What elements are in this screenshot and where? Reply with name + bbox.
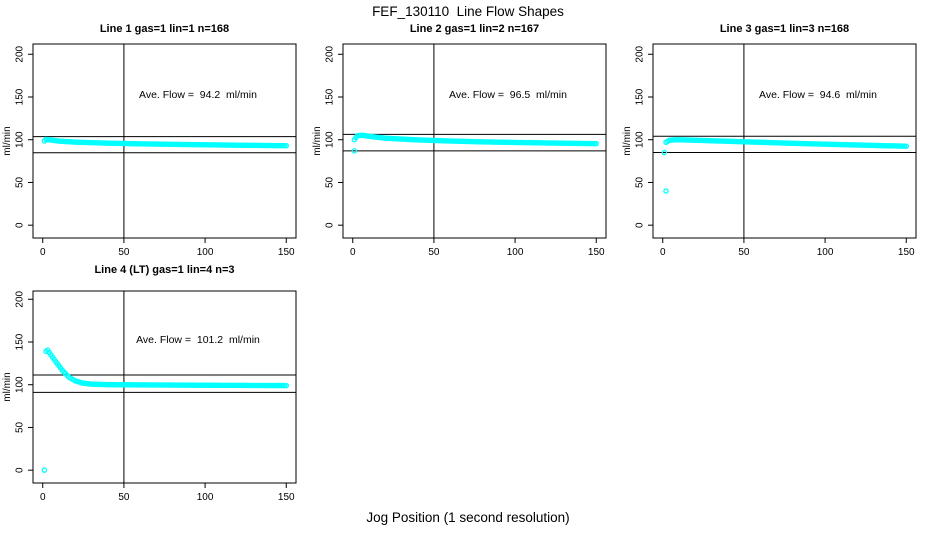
x-tick-label: 100 bbox=[197, 492, 214, 503]
y-tick-label: 100 bbox=[635, 131, 646, 148]
panel-2-y-axis-label: ml/min bbox=[312, 126, 323, 156]
data-point bbox=[41, 467, 48, 473]
y-tick-label: 200 bbox=[635, 45, 646, 62]
plot-box bbox=[32, 290, 297, 484]
panel-4-y-axis-label: ml/min bbox=[2, 372, 13, 402]
panel-3-ave-flow-annotation: Ave. Flow = 94.6 ml/min bbox=[759, 89, 877, 101]
x-tick-label: 50 bbox=[118, 247, 130, 258]
plot-box bbox=[342, 43, 607, 239]
data-point bbox=[663, 188, 669, 194]
y-tick-label: 0 bbox=[15, 222, 26, 228]
y-tick-label: 50 bbox=[15, 421, 26, 433]
x-axis-label: Jog Position (1 second resolution) bbox=[366, 510, 570, 525]
panel-1-y-axis-label: ml/min bbox=[2, 126, 13, 156]
y-tick-label: 200 bbox=[15, 45, 26, 62]
x-tick-label: 100 bbox=[507, 247, 524, 258]
x-tick-label: 100 bbox=[197, 247, 214, 258]
x-tick-label: 0 bbox=[40, 247, 46, 258]
y-tick-label: 0 bbox=[325, 222, 336, 228]
panel-4-ave-flow-annotation: Ave. Flow = 101.2 ml/min bbox=[136, 334, 260, 346]
x-tick-label: 150 bbox=[588, 247, 605, 258]
panel-1: 0 50 100 150 0 50 100 150 200 bbox=[15, 43, 297, 258]
panel-3: 0 50 100 150 0 50 100 150 200 bbox=[635, 43, 917, 258]
x-tick-label: 50 bbox=[118, 492, 130, 503]
y-tick-label: 50 bbox=[635, 176, 646, 188]
y-tick-label: 150 bbox=[325, 88, 336, 105]
panel-2: 0 50 100 150 0 50 100 150 200 bbox=[325, 43, 607, 258]
data-point bbox=[283, 382, 290, 389]
panel-3-title: Line 3 gas=1 lin=3 n=168 bbox=[719, 23, 850, 35]
y-tick-label: 150 bbox=[15, 333, 26, 350]
panel-2-ave-flow-annotation: Ave. Flow = 96.5 ml/min bbox=[449, 89, 567, 101]
y-tick-label: 100 bbox=[15, 376, 26, 393]
y-tick-label: 50 bbox=[15, 176, 26, 188]
plot-box bbox=[32, 43, 297, 239]
data-point bbox=[661, 149, 668, 156]
x-tick-label: 150 bbox=[278, 492, 295, 503]
y-tick-label: 200 bbox=[15, 290, 26, 307]
y-tick-label: 200 bbox=[325, 45, 336, 62]
data-point bbox=[283, 142, 290, 149]
y-tick-label: 0 bbox=[635, 222, 646, 228]
x-tick-label: 150 bbox=[898, 247, 915, 258]
x-tick-label: 150 bbox=[278, 247, 295, 258]
y-tick-label: 50 bbox=[325, 176, 336, 188]
y-tick-label: 150 bbox=[635, 88, 646, 105]
y-tick-label: 100 bbox=[325, 131, 336, 148]
main-title: FEF_130110 Line Flow Shapes bbox=[372, 4, 564, 19]
panel-2-title: Line 2 gas=1 lin=2 n=167 bbox=[409, 23, 540, 35]
data-point bbox=[351, 148, 358, 154]
y-tick-label: 100 bbox=[15, 131, 26, 148]
x-tick-label: 0 bbox=[350, 247, 356, 258]
y-tick-label: 150 bbox=[15, 88, 26, 105]
x-tick-label: 0 bbox=[40, 492, 46, 503]
plot-box bbox=[652, 43, 917, 239]
x-tick-label: 0 bbox=[660, 247, 666, 258]
panel-1-title: Line 1 gas=1 lin=1 n=168 bbox=[99, 23, 230, 35]
panel-4: 0 50 100 150 0 50 100 150 200 bbox=[15, 290, 297, 503]
data-point bbox=[903, 143, 910, 149]
x-tick-label: 50 bbox=[738, 247, 750, 258]
panel-3-y-axis-label: ml/min bbox=[622, 126, 633, 156]
y-tick-label: 0 bbox=[15, 467, 26, 473]
x-tick-label: 100 bbox=[817, 247, 834, 258]
panel-4-title: Line 4 (LT) gas=1 lin=4 n=3 bbox=[94, 264, 235, 276]
x-tick-label: 50 bbox=[428, 247, 440, 258]
panel-1-ave-flow-annotation: Ave. Flow = 94.2 ml/min bbox=[139, 89, 257, 101]
data-point bbox=[593, 140, 600, 147]
